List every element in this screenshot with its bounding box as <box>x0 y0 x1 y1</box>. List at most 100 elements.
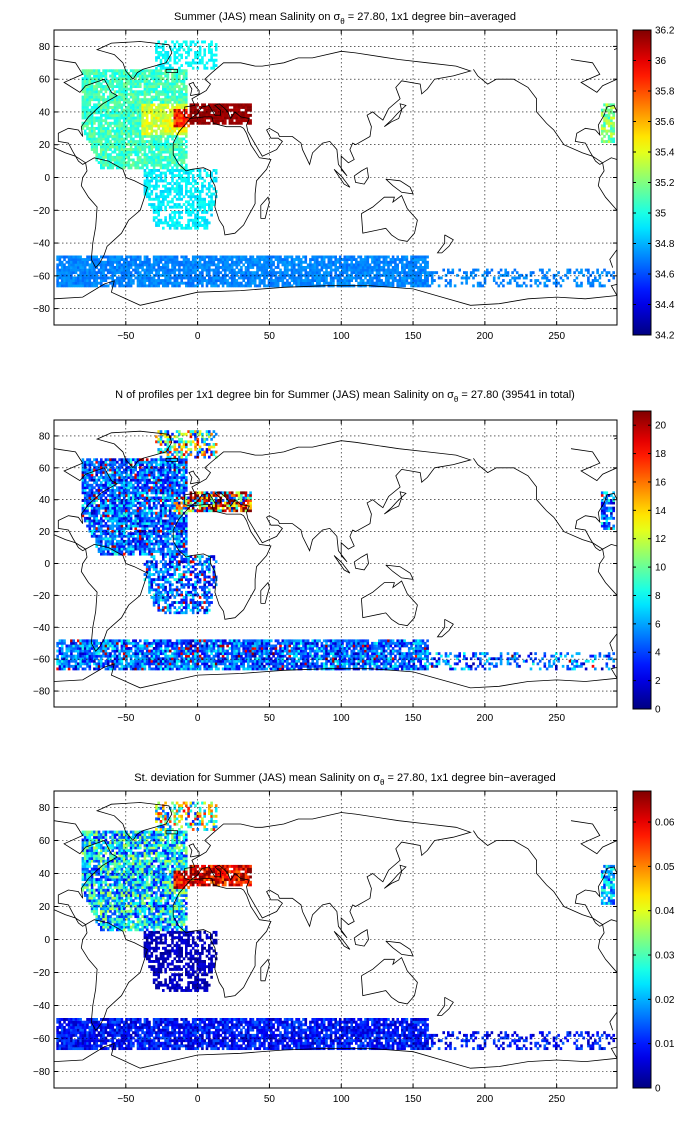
data-cell <box>67 279 71 283</box>
data-cell <box>191 659 195 663</box>
data-cell <box>230 113 234 117</box>
data-cell <box>465 271 468 275</box>
data-cell <box>118 116 121 120</box>
data-cell <box>173 129 177 133</box>
data-cell <box>290 667 294 671</box>
data-cell <box>249 263 252 267</box>
data-cell <box>127 163 131 167</box>
data-cell <box>157 271 160 275</box>
data-cell <box>166 100 170 104</box>
data-cell <box>150 266 154 269</box>
data-cell <box>164 273 167 277</box>
data-cell <box>391 659 395 663</box>
data-cell <box>152 279 156 283</box>
data-cell <box>244 113 248 117</box>
data-cell <box>81 103 85 107</box>
data-cell <box>497 276 501 280</box>
data-cell <box>166 85 170 89</box>
data-cell <box>136 100 140 104</box>
data-cell <box>152 116 156 120</box>
data-cell <box>113 121 117 125</box>
data-cell <box>113 124 117 128</box>
data-cell <box>164 51 167 54</box>
data-cell <box>100 132 103 136</box>
data-cell <box>373 258 376 262</box>
data-cell <box>221 273 225 277</box>
data-cell <box>155 158 158 162</box>
data-cell <box>72 263 75 267</box>
data-cell <box>194 108 197 112</box>
data-cell <box>173 145 177 149</box>
data-cell <box>313 271 317 275</box>
data-cell <box>187 276 190 280</box>
data-cell <box>139 132 142 136</box>
data-cell <box>545 279 549 283</box>
data-cell <box>228 108 232 112</box>
data-cell <box>150 82 154 86</box>
data-cell <box>118 129 121 133</box>
data-cell <box>74 266 78 269</box>
data-cell <box>175 100 179 104</box>
data-cell <box>122 100 126 104</box>
data-cell <box>240 657 243 661</box>
data-cell <box>182 226 186 230</box>
data-cell <box>132 263 135 267</box>
data-cell <box>180 276 183 280</box>
data-cell <box>359 268 363 272</box>
data-cell <box>237 103 241 107</box>
data-cell <box>253 281 257 285</box>
data-cell <box>180 98 183 102</box>
data-cell <box>125 127 128 130</box>
data-cell <box>178 48 181 52</box>
data-cell <box>180 260 183 264</box>
data-cell <box>217 263 220 267</box>
data-cell <box>185 667 188 671</box>
data-cell <box>205 657 209 661</box>
data-cell <box>332 664 335 668</box>
data-cell <box>145 195 149 199</box>
data-cell <box>221 103 225 107</box>
data-cell <box>148 284 151 288</box>
data-cell <box>182 662 186 666</box>
data-cell <box>469 664 473 668</box>
data-cell <box>329 263 333 267</box>
data-cell <box>116 132 119 136</box>
data-cell <box>256 276 259 280</box>
data-cell <box>281 276 285 280</box>
data-cell <box>178 69 181 73</box>
data-cell <box>189 667 193 671</box>
data-cell <box>180 142 183 146</box>
data-cell <box>171 276 174 280</box>
data-cell <box>187 174 190 178</box>
data-cell <box>132 664 135 668</box>
data-cell <box>173 92 177 96</box>
data-cell <box>201 255 204 259</box>
title-sigma-index: θ <box>454 395 459 404</box>
data-cell <box>150 148 154 151</box>
data-cell <box>180 113 183 117</box>
data-cell <box>95 140 98 144</box>
data-cell <box>224 121 227 125</box>
data-cell <box>145 179 149 183</box>
data-cell <box>113 116 117 120</box>
data-cell <box>391 266 395 269</box>
data-cell <box>185 273 188 277</box>
data-cell <box>299 271 303 275</box>
data-cell <box>180 111 183 115</box>
data-cell <box>164 268 167 272</box>
data-cell <box>178 111 181 115</box>
data-cell <box>382 662 386 666</box>
data-cell <box>159 161 163 165</box>
data-cell <box>111 92 114 96</box>
data-cell <box>407 268 411 272</box>
data-cell <box>237 111 241 115</box>
data-cell <box>607 121 611 125</box>
data-cell <box>387 662 390 666</box>
data-cell <box>260 271 264 275</box>
data-cell <box>132 116 135 120</box>
data-cell <box>332 263 335 267</box>
data-cell <box>403 659 406 663</box>
data-cell <box>162 273 165 277</box>
data-cell <box>168 255 172 259</box>
data-cell <box>224 113 227 117</box>
